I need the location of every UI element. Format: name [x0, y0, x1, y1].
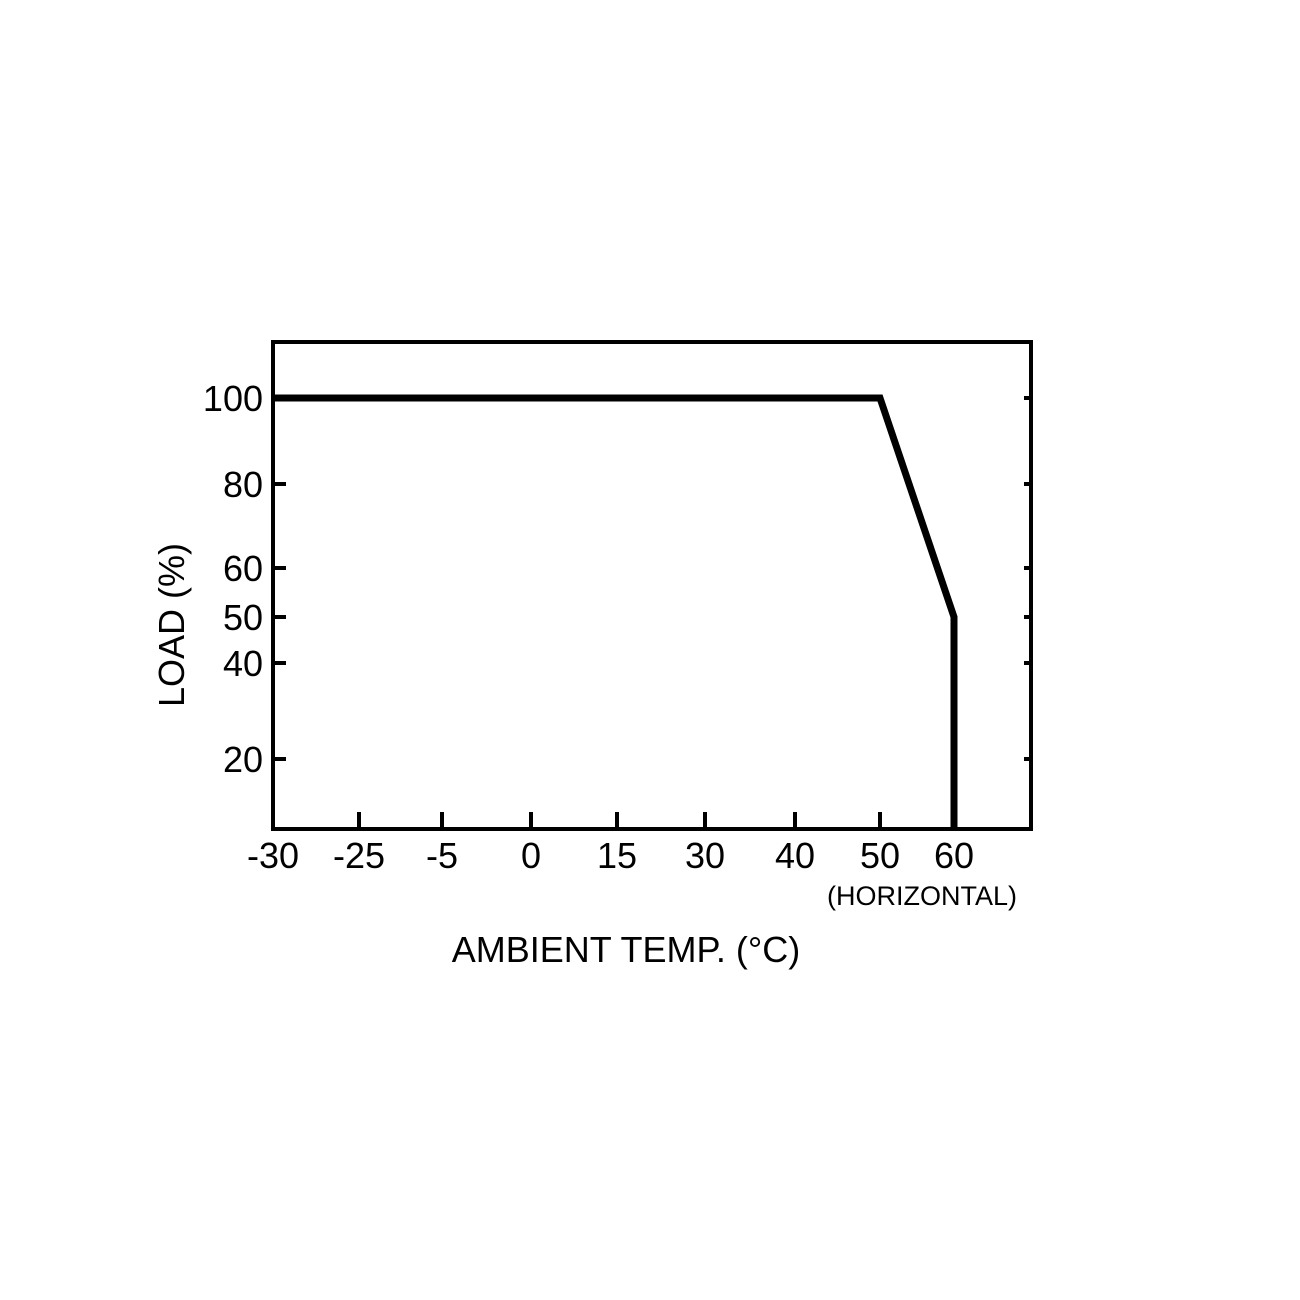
plot-frame	[271, 340, 1033, 831]
x-axis-note: (HORIZONTAL)	[827, 881, 1017, 911]
x-tick-label: 15	[597, 835, 637, 876]
y-tick-label: 60	[223, 548, 263, 589]
x-tick-label: 30	[685, 835, 725, 876]
y-tick-label: 20	[223, 739, 263, 780]
x-tick-label: 0	[521, 835, 541, 876]
x-tick-label: -25	[333, 835, 385, 876]
x-tick-label: 50	[860, 835, 900, 876]
x-tick-label: 40	[775, 835, 815, 876]
x-tick-label: -5	[426, 835, 458, 876]
y-tick-label: 80	[223, 464, 263, 505]
derating-curve	[273, 394, 958, 829]
y-tick-label: 100	[203, 378, 263, 419]
y-tick-label: 40	[223, 643, 263, 684]
y-axis-label: LOAD (%)	[151, 543, 192, 707]
x-tick-label: -30	[247, 835, 299, 876]
y-tick-label: 50	[223, 597, 263, 638]
x-axis-label: AMBIENT TEMP. (°C)	[452, 929, 800, 970]
x-tick-label: 60	[934, 835, 974, 876]
